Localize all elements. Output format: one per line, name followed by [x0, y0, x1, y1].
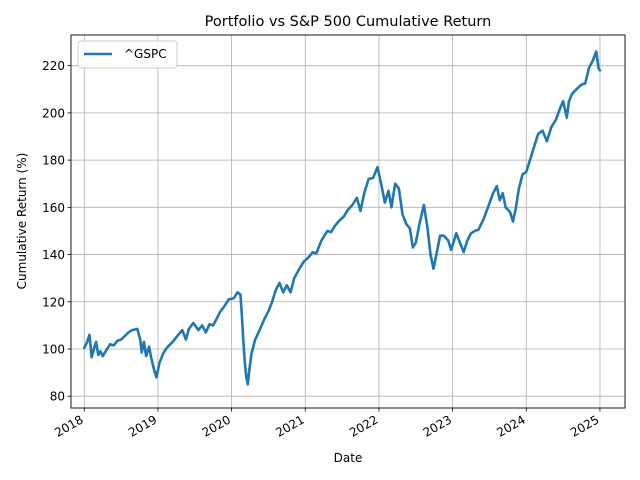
y-tick-label-1: 100: [42, 342, 65, 356]
y-tick-label-4: 160: [42, 201, 65, 215]
y-tick-label-3: 140: [42, 248, 65, 262]
y-tick-label-2: 120: [42, 295, 65, 309]
series-layer: [82, 50, 602, 386]
plot-area-frame: [70, 34, 626, 409]
legend: ^GSPC: [77, 40, 178, 69]
y-axis-label: Cumulative Return (%): [15, 153, 29, 290]
chart-title: Portfolio vs S&P 500 Cumulative Return: [205, 14, 492, 30]
series-line-0: [82, 50, 602, 386]
y-tick-label-0: 80: [50, 390, 65, 404]
legend-box: [77, 40, 178, 69]
y-tick-label-5: 180: [42, 154, 65, 168]
x-axis-label: Date: [334, 451, 363, 465]
y-tick-label-7: 220: [42, 59, 65, 73]
y-tick-label-6: 200: [42, 106, 65, 120]
legend-entry-gspc: ^GSPC: [124, 47, 167, 61]
